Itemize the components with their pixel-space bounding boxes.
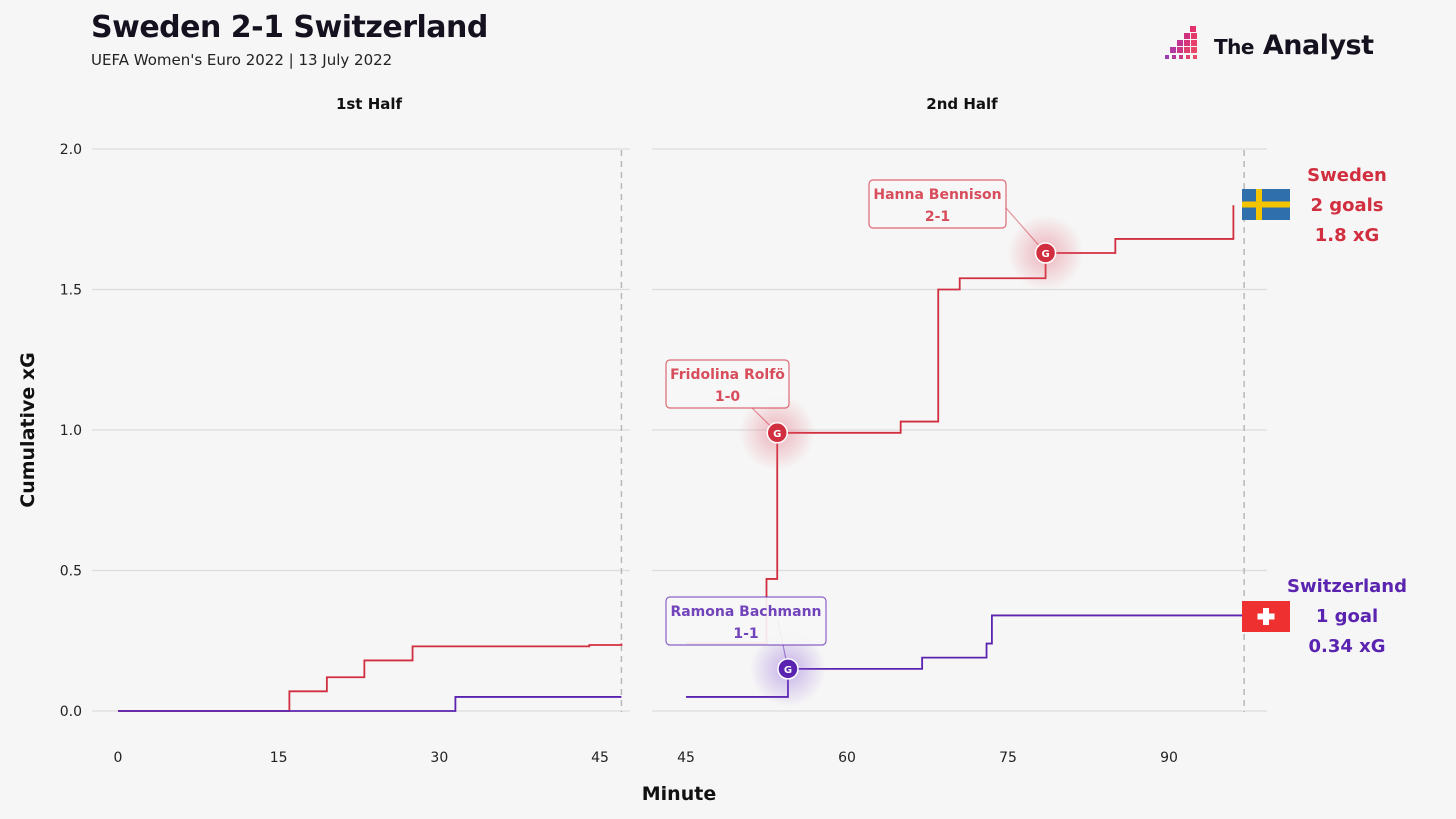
goal-marker-label: G [784,665,792,676]
team-xg: 1.8 xG [1315,225,1380,246]
annotation-player: Fridolina Rolfö [670,367,785,383]
x-tick-label: 75 [999,750,1017,766]
team-goals: 1 goal [1316,606,1378,627]
panel-title: 2nd Half [926,95,998,113]
annotation-player: Ramona Bachmann [670,604,821,620]
y-axis-title: Cumulative xG [17,352,39,507]
annotation-score: 1-0 [715,389,741,405]
x-tick-label: 90 [1160,750,1178,766]
xg-line-sweden [118,643,623,712]
goal-marker-label: G [773,429,781,440]
brand-name: The Analyst [1214,29,1374,61]
x-axis-title: Minute [642,783,716,805]
switzerland-flag-icon [1242,601,1290,632]
goal-marker-label: G [1041,249,1049,260]
team-name: Switzerland [1287,576,1407,597]
x-tick-label: 60 [838,750,856,766]
annotation-box [868,179,1007,229]
annotation-score: 2-1 [925,209,950,225]
goal-marker [1034,242,1057,264]
x-tick-label: 0 [114,750,123,766]
annotation-score: 1-1 [733,626,758,642]
y-tick-label: 1.5 [60,283,82,299]
xg-line-switzerland [118,696,622,712]
annotation-box [665,359,790,409]
chart-title: Sweden 2-1 Switzerland [91,10,488,45]
panel-title: 1st Half [336,95,403,113]
xg-line-sweden [686,205,1235,645]
x-tick-label: 30 [430,750,448,766]
y-tick-label: 2.0 [60,142,82,158]
analyst-logo-icon [1165,26,1197,59]
team-goals: 2 goals [1310,195,1383,216]
chart-subtitle: UEFA Women's Euro 2022 | 13 July 2022 [91,51,393,69]
team-name: Sweden [1307,165,1387,186]
team-xg: 0.34 xG [1308,636,1385,657]
annotation-player: Hanna Bennison [873,187,1001,203]
goal-marker [766,422,788,444]
y-tick-label: 0.0 [60,704,82,720]
annotation-box [665,596,827,646]
sweden-flag-icon [1242,189,1290,220]
x-tick-label: 45 [591,750,609,766]
x-tick-label: 45 [677,750,695,766]
y-tick-label: 1.0 [60,423,82,439]
goal-marker [777,658,799,680]
y-tick-label: 0.5 [60,564,82,580]
brand-logo: The Analyst [1164,24,1374,66]
x-tick-label: 15 [270,750,288,766]
